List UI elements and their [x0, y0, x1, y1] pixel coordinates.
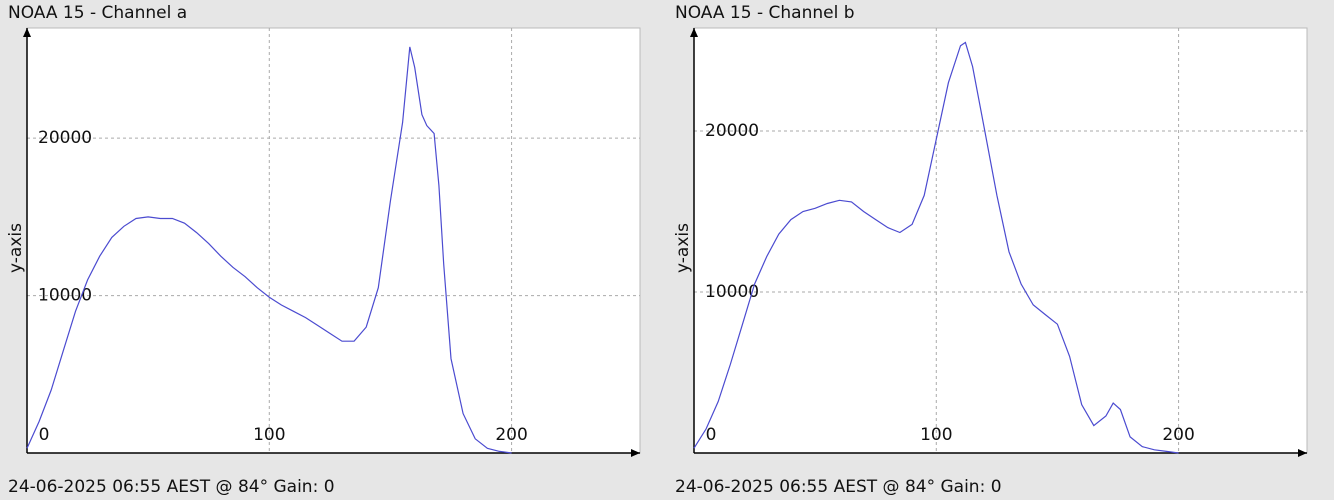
caption: 24-06-2025 06:55 AEST @ 84° Gain: 0 [8, 477, 335, 497]
y-tick-label: 20000 [705, 121, 759, 141]
data-line [26, 46, 512, 454]
x-tick-label: 200 [495, 425, 527, 445]
caption: 24-06-2025 06:55 AEST @ 84° Gain: 0 [675, 477, 1002, 497]
chart: NOAA 15 - Channel b 24-06-2025 06:55 AEST… [673, 3, 1308, 497]
x-tick-label: 0 [706, 425, 717, 445]
x-tick-label: 0 [39, 425, 50, 445]
chart-title: NOAA 15 - Channel b [675, 3, 855, 23]
chart-title: NOAA 15 - Channel a [8, 3, 187, 23]
y-axis-label: y-axis [6, 223, 26, 273]
x-axis-arrow [631, 449, 640, 457]
x-tick-label: 100 [920, 425, 952, 445]
data-line [693, 41, 1179, 454]
y-tick-label: 20000 [38, 128, 92, 148]
y-axis-arrow [690, 28, 698, 37]
y-axis-label: y-axis [673, 223, 693, 273]
plot-area [26, 27, 641, 454]
chart: NOAA 15 - Channel a 24-06-2025 06:55 AEST… [6, 3, 641, 497]
y-tick-label: 10000 [38, 286, 92, 306]
x-tick-label: 200 [1162, 425, 1194, 445]
y-axis-arrow [23, 28, 31, 37]
plot-area [693, 27, 1308, 454]
y-tick-label: 10000 [705, 282, 759, 302]
x-axis-arrow [1298, 449, 1307, 457]
x-tick-label: 100 [253, 425, 285, 445]
